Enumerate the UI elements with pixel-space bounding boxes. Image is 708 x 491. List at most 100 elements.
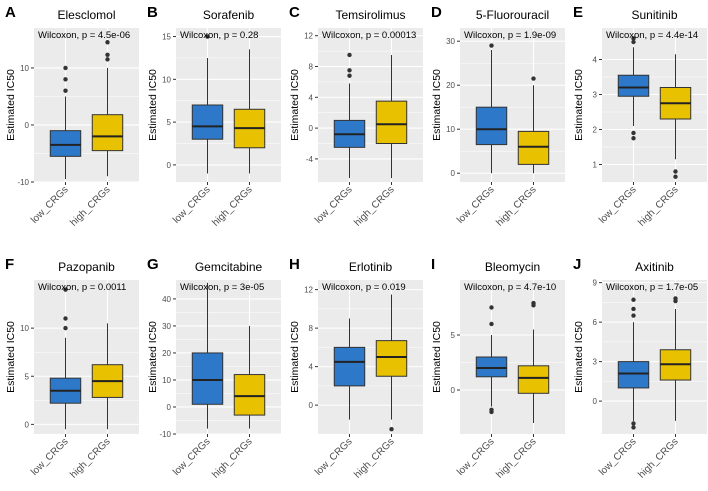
y-tick-label: 3 (593, 91, 598, 100)
panel-b: B Sorafenib 0 5 10 15 Estimated IC50 low_CRGshi… (147, 4, 281, 229)
y-tick-label: -10 (159, 430, 171, 439)
box-low-crgs (475, 356, 508, 378)
x-tick-label: high_CRGs (68, 436, 112, 480)
y-tick-label: 10 (162, 376, 171, 385)
box-low-crgs (617, 74, 650, 97)
outlier-point (631, 425, 636, 430)
x-tick-label: high_CRGs (352, 184, 396, 228)
outlier-point (673, 169, 678, 174)
panel-letter: C (289, 4, 300, 21)
x-tick-label: low_CRGs (171, 184, 213, 226)
outlier-point (63, 316, 68, 321)
box-low-crgs (333, 346, 366, 387)
y-tick-label: 8 (309, 63, 314, 72)
x-tick-label: high_CRGs (636, 436, 680, 480)
y-tick-label: 3 (593, 358, 598, 367)
x-tick-label: high_CRGs (210, 436, 254, 480)
box-low-crgs (475, 106, 508, 146)
x-tick-label: low_CRGs (455, 436, 497, 478)
panel-title: Sorafenib (203, 8, 255, 22)
y-tick-label: 30 (446, 37, 455, 46)
wilcoxon-annotation: Wilcoxon, p = 0.019 (322, 282, 406, 293)
panel-letter: J (573, 256, 581, 273)
panel-background (34, 28, 139, 182)
wilcoxon-annotation: Wilcoxon, p = 4.4e-14 (606, 30, 698, 41)
panel-title: Erlotinib (349, 260, 393, 274)
panel-letter: F (5, 256, 14, 273)
x-tick-label: low_CRGs (313, 184, 355, 226)
y-axis-label: Estimated IC50 (573, 321, 585, 393)
panel-background (460, 28, 565, 182)
y-tick-label: 20 (446, 81, 455, 90)
panel-d: D 5-Fluorouracil 0 10 20 30 Estimated IC50 low_… (431, 4, 565, 229)
panel-letter: H (289, 256, 300, 273)
x-tick-label: low_CRGs (455, 184, 497, 226)
panel-title: Sunitinib (631, 8, 677, 22)
x-tick-label: high_CRGs (352, 436, 396, 480)
panel-background (176, 280, 281, 434)
outlier-point (631, 130, 636, 136)
box-low-crgs (617, 361, 650, 389)
y-tick-label: 10 (20, 324, 29, 333)
panel-letter: E (573, 4, 583, 21)
y-tick-label: 0 (309, 124, 314, 133)
outlier-point (631, 39, 636, 45)
outlier-point (631, 306, 636, 312)
y-tick-label: 20 (162, 349, 171, 358)
wilcoxon-annotation: Wilcoxon, p = 0.28 (180, 30, 258, 41)
panel-title: Temsirolimus (335, 8, 405, 22)
box-high-crgs (517, 365, 550, 394)
box-low-crgs (49, 130, 82, 157)
y-tick-label: 2 (593, 126, 598, 135)
x-tick-label: high_CRGs (494, 184, 538, 228)
panel-i: I Bleomycin 0 5 Estimated IC50 low_CRGshigh_C… (431, 256, 565, 481)
x-tick-label: high_CRGs (68, 184, 112, 228)
box-high-crgs (375, 100, 408, 144)
y-tick-label: 0 (25, 420, 30, 429)
panel-letter: G (147, 256, 159, 273)
panel-letter: I (431, 256, 435, 273)
y-tick-label: 4 (593, 56, 598, 65)
wilcoxon-annotation: Wilcoxon, p = 0.00013 (322, 30, 416, 41)
y-tick-label: -4 (306, 155, 314, 164)
outlier-point (631, 421, 636, 426)
y-tick-label: 4 (309, 93, 314, 102)
y-tick-label: 4 (309, 363, 314, 372)
x-tick-label: low_CRGs (29, 184, 71, 226)
panel-e: E Sunitinib 1 2 3 4 Estimated IC50 low_CRGshigh… (573, 4, 707, 229)
y-tick-label: 5 (451, 331, 456, 340)
y-tick-label: 0 (309, 401, 314, 410)
panel-background (460, 280, 565, 434)
panel-c: C Temsirolimus -4 0 4 8 12 Estimated IC50 low_CR… (289, 4, 423, 229)
box-high-crgs (375, 340, 408, 377)
outlier-point (105, 57, 110, 62)
y-axis-label: Estimated IC50 (5, 69, 17, 141)
panel-title: Gemcitabine (195, 260, 263, 274)
panel-background (602, 280, 707, 434)
box-low-crgs (191, 352, 224, 405)
y-tick-label: 0 (25, 121, 30, 130)
y-axis-label: Estimated IC50 (5, 321, 17, 393)
y-tick-label: 9 (593, 279, 598, 288)
panel-background (318, 280, 423, 434)
outlier-point (105, 52, 110, 58)
outlier-point (489, 321, 494, 327)
panel-title: Pazopanib (58, 260, 115, 274)
wilcoxon-annotation: Wilcoxon, p = 1.9e-09 (464, 30, 556, 41)
y-axis-label: Estimated IC50 (289, 69, 301, 141)
wilcoxon-annotation: Wilcoxon, p = 3e-05 (180, 282, 264, 293)
y-tick-label: 0 (593, 397, 598, 406)
outlier-point (63, 77, 68, 82)
y-tick-label: 15 (162, 33, 171, 42)
box-high-crgs (517, 130, 550, 165)
y-tick-label: 10 (162, 75, 171, 84)
y-tick-label: 5 (25, 372, 30, 381)
outlier-point (673, 174, 678, 179)
outlier-point (631, 136, 636, 141)
x-tick-label: low_CRGs (313, 436, 355, 478)
outlier-point (631, 36, 636, 41)
box-low-crgs (191, 104, 224, 140)
y-tick-label: 0 (451, 386, 456, 395)
